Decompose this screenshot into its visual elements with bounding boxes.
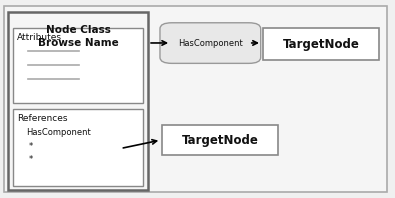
FancyBboxPatch shape <box>162 125 278 155</box>
FancyBboxPatch shape <box>8 12 148 190</box>
Text: Attributes: Attributes <box>17 33 62 42</box>
FancyBboxPatch shape <box>160 23 261 63</box>
Text: References: References <box>17 114 68 123</box>
Text: Node Class
Browse Name: Node Class Browse Name <box>38 25 118 48</box>
Text: TargetNode: TargetNode <box>282 38 359 50</box>
FancyBboxPatch shape <box>263 28 379 60</box>
FancyBboxPatch shape <box>13 109 143 186</box>
FancyBboxPatch shape <box>13 28 143 103</box>
Text: *: * <box>28 142 33 150</box>
Text: HasComponent: HasComponent <box>26 128 90 137</box>
Text: HasComponent: HasComponent <box>178 39 243 48</box>
Text: *: * <box>28 155 33 164</box>
FancyBboxPatch shape <box>4 6 387 192</box>
Text: TargetNode: TargetNode <box>182 134 259 147</box>
